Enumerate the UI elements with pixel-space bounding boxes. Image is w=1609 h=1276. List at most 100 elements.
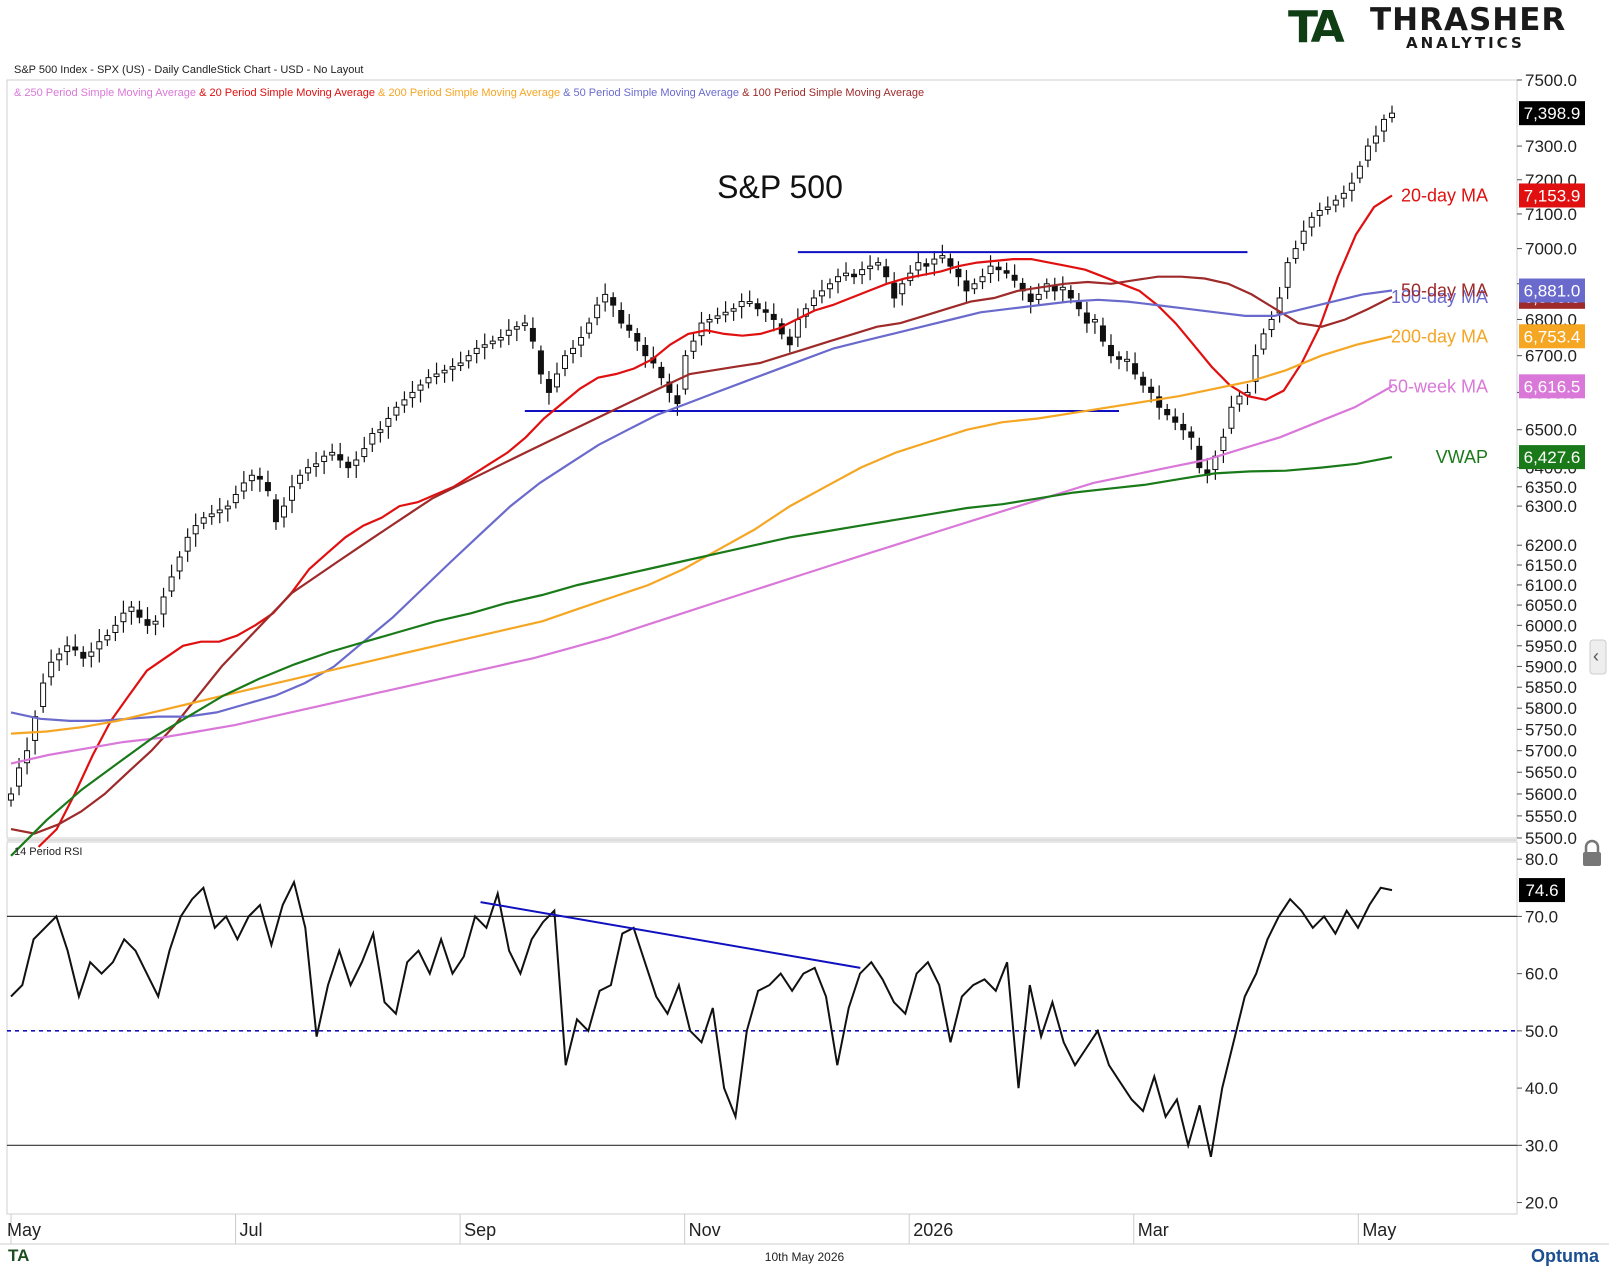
rsi-trendline (480, 901, 861, 969)
rsi-value-tag (1519, 878, 1565, 903)
candle-body (674, 395, 681, 405)
candle-body (746, 301, 753, 305)
candle-body (521, 322, 528, 327)
candle-body (369, 432, 376, 445)
candle-body (152, 620, 159, 625)
candle-body (810, 297, 817, 306)
candle-body (329, 451, 336, 456)
candle-body (1284, 262, 1291, 288)
candle-body (923, 263, 930, 267)
candle-body (859, 269, 866, 276)
candle-body (963, 280, 970, 292)
logo-name: THRASHER (1370, 2, 1567, 38)
optuma-brand: Optuma (1530, 1246, 1599, 1266)
candle-body (8, 793, 14, 801)
legend-item[interactable]: & 200 Period Simple Moving Average (378, 87, 561, 99)
candle-body (297, 474, 304, 484)
rsi-tick-label: 20.0 (1525, 1194, 1558, 1213)
candle-body (64, 645, 71, 653)
candle-body (313, 463, 320, 467)
price-tick-label: 6150.0 (1525, 556, 1577, 575)
price-panel-frame (6, 79, 1518, 839)
legend-item[interactable]: & 100 Period Simple Moving Average (742, 87, 925, 99)
lock-icon (1583, 852, 1601, 866)
candle-body (722, 311, 729, 316)
ma-value-tag-text: 7,153.9 (1524, 186, 1581, 205)
legend-item[interactable]: & 250 Period Simple Moving Average (14, 87, 197, 99)
candle-body (1059, 286, 1066, 291)
candle-body (24, 750, 31, 764)
candle-body (345, 461, 352, 469)
candle-body (537, 350, 544, 375)
candle-body (1107, 344, 1114, 357)
candles-group (8, 105, 1395, 807)
candle-body (128, 606, 135, 612)
candle-body (834, 276, 841, 283)
ma-value-tag (1519, 445, 1585, 470)
candle-body (931, 258, 938, 265)
candle-body (545, 378, 552, 393)
candle-body (899, 283, 906, 295)
candle-body (578, 336, 585, 346)
candle-body (634, 333, 641, 342)
candle-body (987, 265, 994, 275)
price-tick-label: 5600.0 (1525, 785, 1577, 804)
x-axis-label: May (1362, 1220, 1396, 1240)
price-tick-label: 5550.0 (1525, 807, 1577, 826)
candle-body (425, 377, 432, 384)
x-axis-label: Sep (464, 1220, 496, 1240)
candle-body (618, 309, 625, 324)
price-tick-label: 7500.0 (1525, 71, 1577, 90)
candle-body (1324, 206, 1331, 210)
candle-body (168, 576, 175, 592)
candle-body (433, 373, 440, 378)
candle-body (1356, 165, 1363, 179)
ma-value-tag-text: 6,616.5 (1524, 377, 1581, 396)
legend-item[interactable]: & 20 Period Simple Moving Average (199, 87, 375, 99)
price-tick-label: 6700.0 (1525, 347, 1577, 366)
candle-body (1348, 182, 1355, 191)
price-tick-label: 6050.0 (1525, 596, 1577, 615)
ma-annotation-label: VWAP (1436, 447, 1488, 467)
candle-body (883, 266, 890, 278)
candle-body (529, 327, 536, 342)
rsi-line (10, 879, 1393, 1158)
lock-icon-shackle (1584, 839, 1600, 852)
candle-body (979, 276, 986, 283)
candle-body (393, 406, 400, 416)
price-tick-label: 5950.0 (1525, 637, 1577, 656)
candle-body (409, 391, 416, 399)
price-tick-label: 5700.0 (1525, 742, 1577, 761)
candle-body (1116, 356, 1123, 360)
price-tick-label: 7300.0 (1525, 137, 1577, 156)
ma-annotation-label: 200-day MA (1391, 326, 1488, 346)
candle-body (264, 482, 271, 492)
price-tick-label: 5750.0 (1525, 720, 1577, 739)
ma-line-100-day-ma (10, 289, 1393, 723)
legend-item[interactable]: & 50 Period Simple Moving Average (563, 87, 740, 99)
candle-body (1389, 112, 1395, 119)
candle-body (144, 619, 151, 626)
rsi-tick-label: 50.0 (1525, 1022, 1558, 1041)
candle-body (1380, 118, 1387, 132)
candle-body (891, 282, 898, 299)
candle-body (489, 340, 496, 345)
x-axis-label: Nov (689, 1220, 721, 1240)
candle-body (1091, 318, 1098, 323)
candle-body (208, 513, 215, 518)
last-price-tag-text: 7,398.9 (1524, 104, 1581, 123)
candle-body (216, 509, 223, 514)
candle-body (48, 661, 55, 678)
candle-body (56, 653, 63, 661)
candle-body (875, 262, 882, 266)
ma-line-vwap (10, 456, 1393, 857)
candle-body (104, 635, 111, 641)
candle-body (1332, 199, 1339, 206)
candle-body (843, 272, 850, 277)
price-tick-label: 7100.0 (1525, 205, 1577, 224)
rsi-tick-label: 40.0 (1525, 1079, 1558, 1098)
chart-title-line: S&P 500 Index - SPX (US) - Daily CandleS… (14, 64, 364, 76)
candle-body (176, 556, 183, 572)
ma-line-20-day-ma (37, 194, 1393, 848)
